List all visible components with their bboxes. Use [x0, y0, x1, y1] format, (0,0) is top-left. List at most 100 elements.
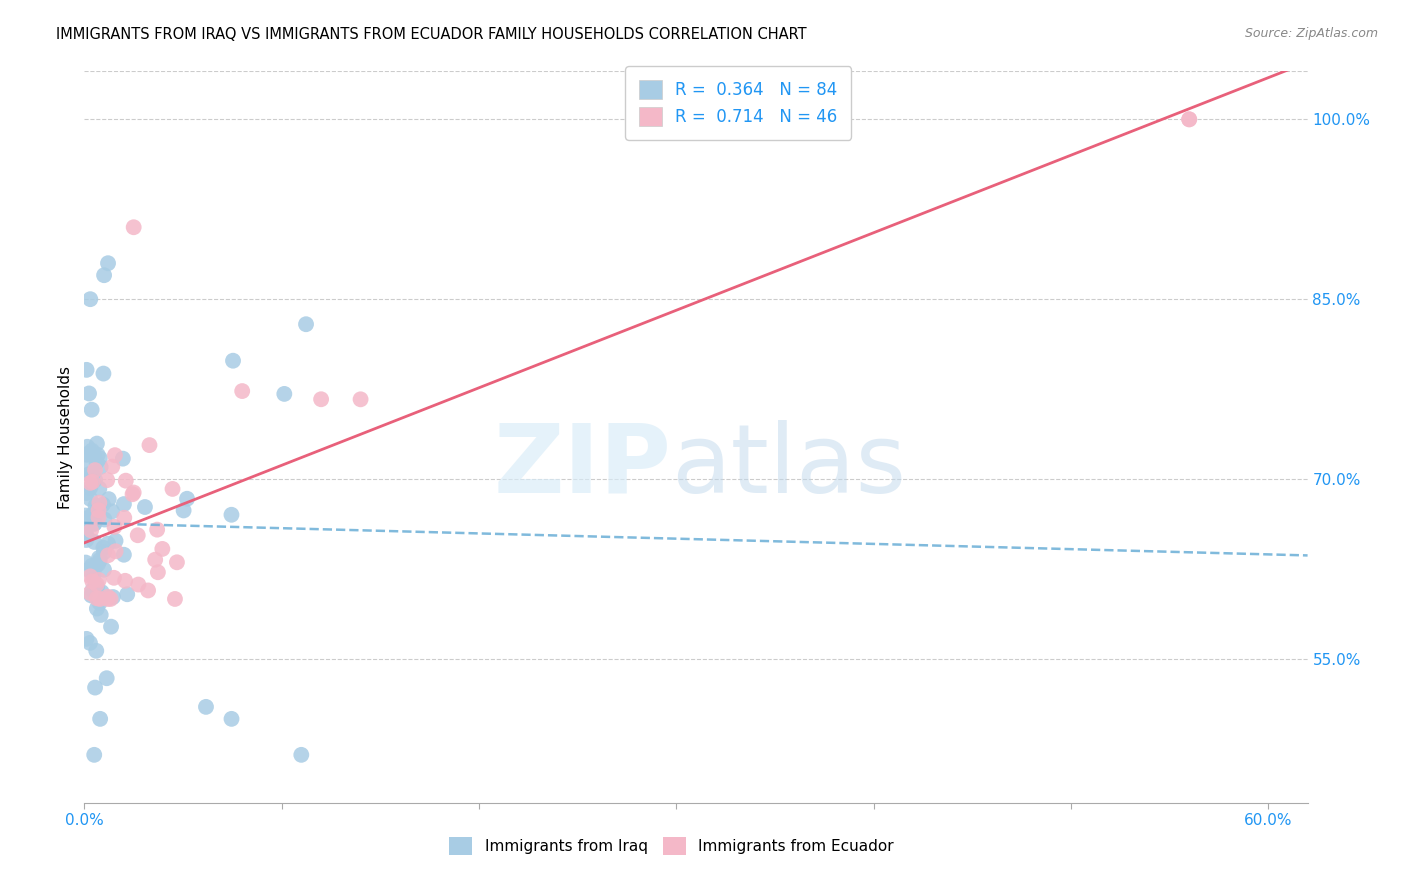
Point	[75, 556, 97, 570]
Point	[97, 591, 120, 606]
Y-axis label: Family Households: Family Households	[58, 366, 73, 508]
Point	[134, 500, 156, 514]
Point	[195, 699, 218, 714]
Point	[79, 491, 101, 506]
Point	[87, 573, 110, 587]
Point	[79, 569, 101, 583]
Point	[222, 353, 245, 368]
Text: Source: ZipAtlas.com: Source: ZipAtlas.com	[1244, 27, 1378, 40]
Point	[89, 596, 111, 610]
Point	[146, 566, 169, 580]
Point	[75, 462, 97, 476]
Point	[77, 448, 100, 462]
Point	[221, 712, 243, 726]
Point	[93, 512, 115, 526]
Point	[89, 451, 111, 466]
Point	[101, 590, 124, 604]
Legend: R =  0.364   N = 84, R =  0.714   N = 46: R = 0.364 N = 84, R = 0.714 N = 46	[626, 66, 851, 140]
Point	[104, 544, 127, 558]
Point	[90, 585, 112, 599]
Point	[176, 491, 198, 506]
Point	[77, 467, 100, 482]
Point	[112, 548, 135, 562]
Point	[162, 482, 184, 496]
Point	[146, 523, 169, 537]
Point	[83, 747, 105, 762]
Point	[273, 387, 295, 401]
Point	[87, 550, 110, 565]
Point	[76, 440, 98, 454]
Point	[82, 449, 104, 463]
Point	[111, 451, 134, 466]
Point	[93, 367, 115, 381]
Point	[76, 529, 98, 543]
Point	[83, 562, 105, 576]
Point	[122, 485, 145, 500]
Point	[86, 591, 108, 606]
Point	[83, 516, 105, 531]
Point	[173, 503, 195, 517]
Point	[75, 533, 97, 547]
Point	[309, 392, 332, 407]
Point	[114, 474, 136, 488]
Point	[103, 520, 125, 534]
Point	[97, 492, 120, 507]
Point	[86, 436, 108, 450]
Point	[114, 574, 136, 588]
Point	[103, 571, 125, 585]
Point	[150, 541, 173, 556]
Point	[75, 522, 97, 536]
Point	[104, 448, 127, 462]
Point	[97, 537, 120, 551]
Point	[97, 548, 120, 562]
Point	[76, 632, 98, 646]
Text: ZIP: ZIP	[494, 420, 672, 513]
Legend: Immigrants from Iraq, Immigrants from Ecuador: Immigrants from Iraq, Immigrants from Ec…	[443, 831, 900, 861]
Point	[138, 438, 160, 452]
Point	[76, 486, 98, 500]
Point	[87, 500, 110, 514]
Point	[112, 497, 135, 511]
Point	[96, 671, 118, 685]
Point	[93, 563, 115, 577]
Point	[97, 590, 120, 604]
Point	[100, 591, 122, 606]
Point	[127, 528, 149, 542]
Point	[100, 620, 122, 634]
Point	[101, 459, 124, 474]
Point	[1178, 112, 1201, 127]
Point	[82, 475, 104, 489]
Point	[97, 256, 120, 270]
Point	[84, 473, 107, 487]
Point	[80, 402, 103, 417]
Point	[143, 552, 166, 566]
Point	[82, 582, 104, 597]
Point	[101, 504, 124, 518]
Point	[87, 503, 110, 517]
Point	[75, 448, 97, 462]
Point	[231, 384, 253, 398]
Point	[76, 363, 98, 377]
Point	[80, 524, 103, 538]
Point	[163, 591, 186, 606]
Point	[89, 482, 111, 496]
Point	[84, 681, 107, 695]
Point	[295, 317, 318, 331]
Point	[79, 586, 101, 600]
Point	[221, 508, 243, 522]
Point	[80, 558, 103, 573]
Point	[77, 386, 100, 401]
Point	[93, 545, 115, 559]
Point	[84, 463, 107, 477]
Point	[87, 448, 110, 462]
Point	[83, 535, 105, 549]
Point	[166, 555, 188, 569]
Point	[89, 496, 111, 510]
Point	[1178, 112, 1201, 127]
Point	[89, 591, 111, 606]
Point	[79, 481, 101, 495]
Point	[112, 510, 135, 524]
Point	[90, 460, 112, 475]
Point	[91, 498, 114, 512]
Point	[115, 587, 138, 601]
